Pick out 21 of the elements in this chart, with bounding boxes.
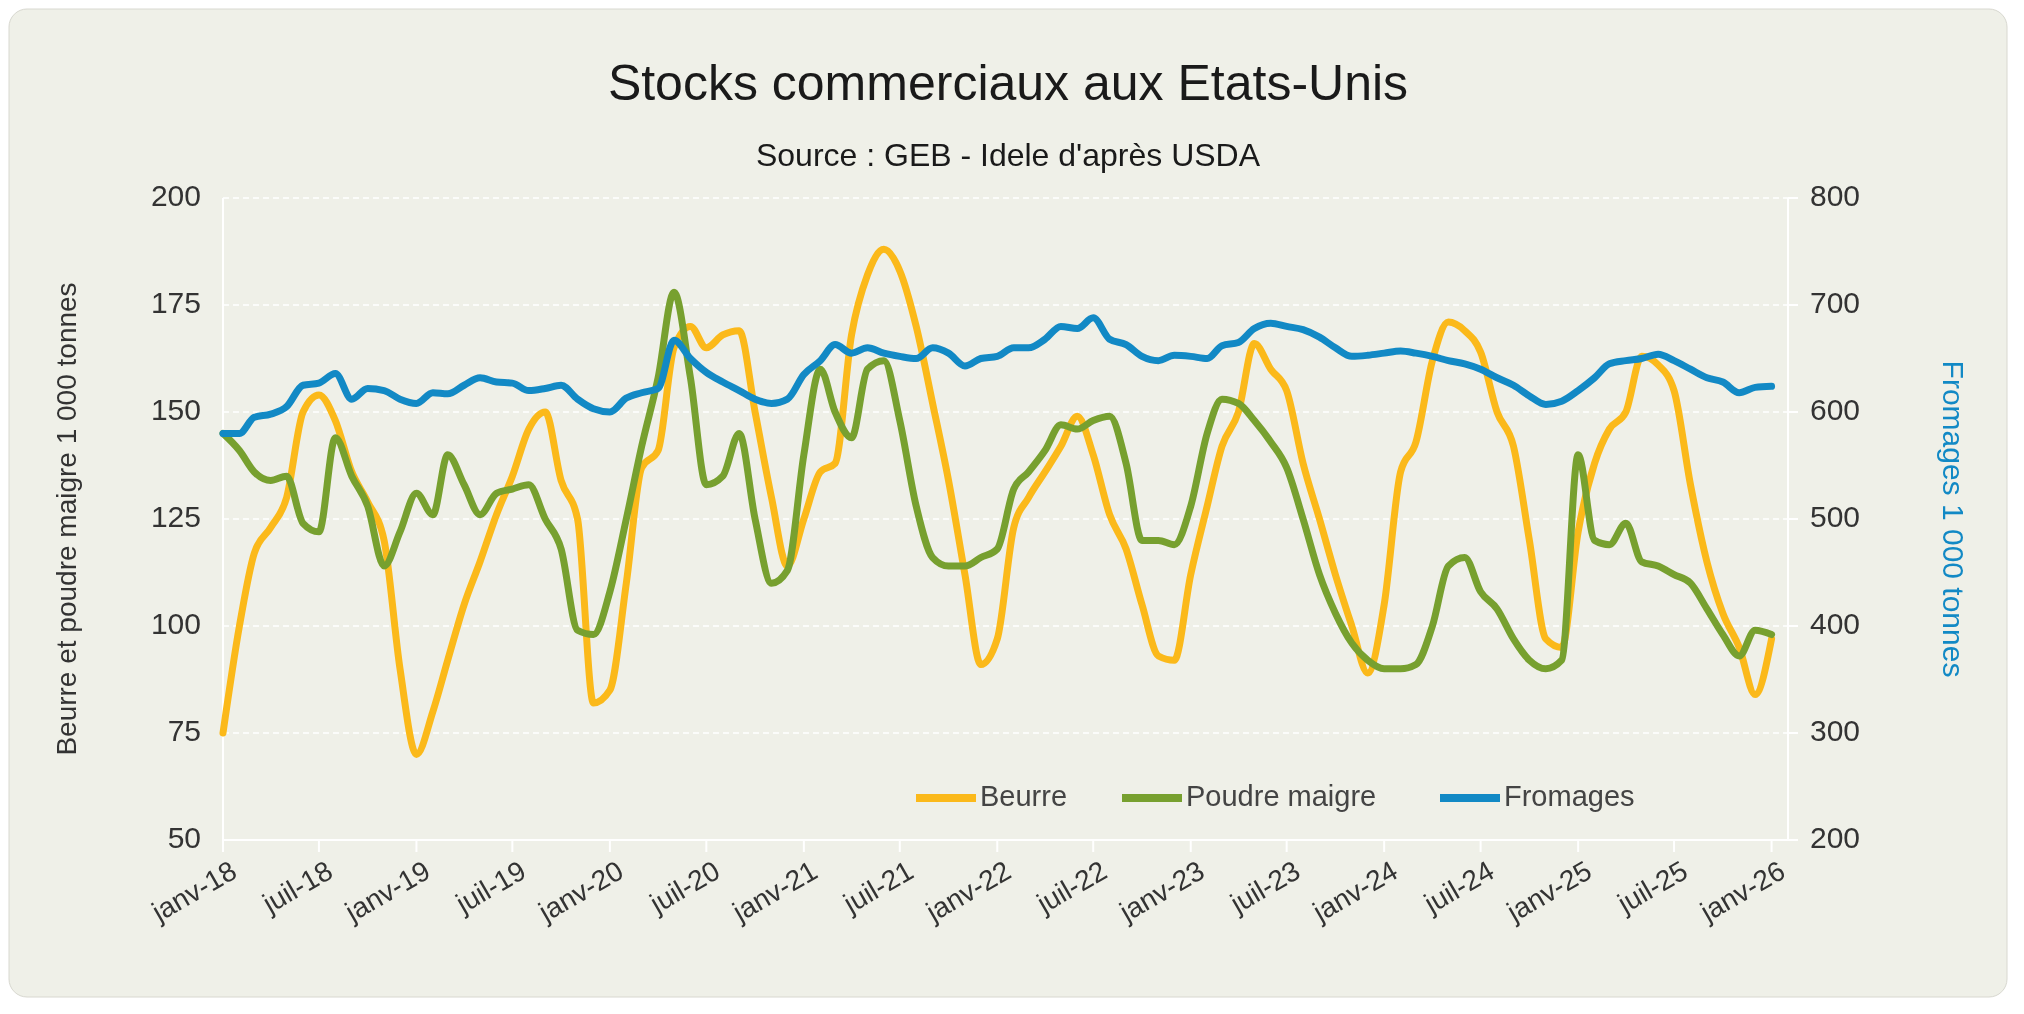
y2-tick-label: 300 — [1810, 713, 1861, 747]
y-tick-label: 175 — [150, 285, 201, 319]
y2-tick-label: 600 — [1810, 392, 1861, 426]
y-tick-label: 125 — [150, 499, 201, 533]
y2-tick-label: 700 — [1810, 285, 1861, 319]
y-tick-label: 50 — [167, 820, 201, 854]
y2-tick-label: 800 — [1810, 178, 1861, 212]
y2-tick-label: 500 — [1810, 499, 1861, 533]
legend-label: Fromages — [1504, 779, 1635, 812]
y-tick-label: 200 — [150, 178, 201, 212]
legend-label: Poudre maigre — [1186, 779, 1377, 812]
y-tick-label: 150 — [150, 392, 201, 426]
chart-subtitle: Source : GEB - Idele d'après USDA — [755, 137, 1261, 173]
chart-title: Stocks commerciaux aux Etats-Unis — [607, 55, 1409, 111]
y2-axis-title: Fromages 1 000 tonnes — [1937, 360, 1970, 678]
y-axis-title: Beurre et poudre maigre 1 000 tonnes — [51, 282, 82, 756]
legend-label: Beurre — [980, 779, 1068, 812]
y2-tick-label: 200 — [1810, 820, 1861, 854]
y-tick-label: 75 — [167, 713, 201, 747]
y-tick-label: 100 — [150, 606, 201, 640]
y2-tick-label: 400 — [1810, 606, 1861, 640]
